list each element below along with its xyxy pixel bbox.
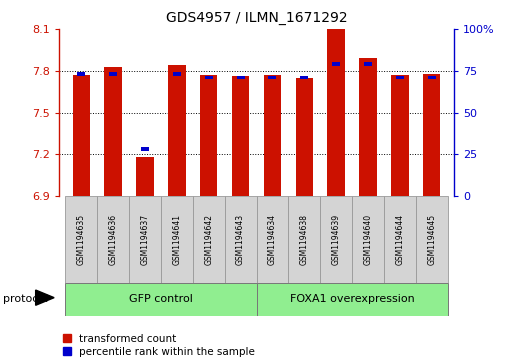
- Text: GFP control: GFP control: [129, 294, 193, 305]
- Bar: [173, 72, 181, 76]
- Polygon shape: [35, 290, 54, 305]
- FancyBboxPatch shape: [225, 196, 256, 283]
- FancyBboxPatch shape: [193, 196, 225, 283]
- FancyBboxPatch shape: [288, 196, 320, 283]
- Text: FOXA1 overexpression: FOXA1 overexpression: [290, 294, 415, 305]
- Bar: [136, 157, 154, 196]
- Bar: [423, 74, 441, 196]
- FancyBboxPatch shape: [320, 196, 352, 283]
- Text: GSM1194641: GSM1194641: [172, 214, 182, 265]
- Bar: [200, 75, 218, 196]
- Title: GDS4957 / ILMN_1671292: GDS4957 / ILMN_1671292: [166, 11, 347, 25]
- Bar: [264, 75, 281, 196]
- Text: GSM1194637: GSM1194637: [141, 214, 149, 265]
- Text: GSM1194638: GSM1194638: [300, 214, 309, 265]
- Bar: [72, 75, 90, 196]
- FancyBboxPatch shape: [352, 196, 384, 283]
- Bar: [232, 76, 249, 196]
- Bar: [109, 72, 117, 76]
- FancyBboxPatch shape: [161, 196, 193, 283]
- Text: GSM1194640: GSM1194640: [364, 214, 372, 265]
- Legend: transformed count, percentile rank within the sample: transformed count, percentile rank withi…: [62, 333, 256, 358]
- Text: GSM1194644: GSM1194644: [396, 214, 404, 265]
- Bar: [364, 62, 372, 66]
- FancyBboxPatch shape: [416, 196, 448, 283]
- Bar: [77, 72, 85, 76]
- FancyBboxPatch shape: [65, 283, 256, 316]
- Bar: [104, 66, 122, 196]
- Bar: [295, 78, 313, 196]
- FancyBboxPatch shape: [256, 283, 448, 316]
- Bar: [300, 76, 308, 79]
- Text: GSM1194634: GSM1194634: [268, 214, 277, 265]
- Bar: [141, 147, 149, 151]
- Bar: [332, 62, 340, 66]
- Bar: [428, 76, 436, 79]
- Bar: [236, 76, 245, 79]
- Text: GSM1194645: GSM1194645: [427, 214, 436, 265]
- Text: GSM1194642: GSM1194642: [204, 214, 213, 265]
- Bar: [268, 76, 277, 79]
- Bar: [168, 65, 186, 196]
- Bar: [391, 75, 409, 196]
- FancyBboxPatch shape: [256, 196, 288, 283]
- FancyBboxPatch shape: [384, 196, 416, 283]
- Text: GSM1194639: GSM1194639: [331, 214, 341, 265]
- Text: protocol: protocol: [3, 294, 48, 305]
- Text: GSM1194643: GSM1194643: [236, 214, 245, 265]
- FancyBboxPatch shape: [129, 196, 161, 283]
- Bar: [396, 76, 404, 79]
- FancyBboxPatch shape: [97, 196, 129, 283]
- Bar: [359, 58, 377, 196]
- Text: GSM1194636: GSM1194636: [109, 214, 117, 265]
- Text: GSM1194635: GSM1194635: [77, 214, 86, 265]
- Bar: [205, 76, 213, 79]
- FancyBboxPatch shape: [65, 196, 97, 283]
- Bar: [327, 29, 345, 196]
